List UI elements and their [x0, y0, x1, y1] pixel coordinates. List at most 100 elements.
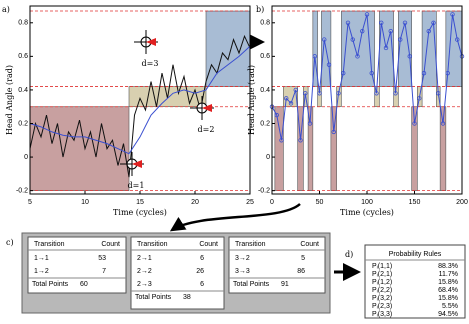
y-tick-label: 0.4	[260, 87, 270, 94]
data-point	[312, 54, 317, 59]
y-tick-label: 0.6	[18, 53, 28, 60]
rule-name: Pᵢ(2,2)	[372, 287, 392, 294]
table-total-label: Total Points	[135, 294, 172, 301]
table-header: Count	[300, 241, 319, 248]
table-total: 38	[183, 294, 191, 301]
rule-value: 5.5%	[442, 303, 458, 310]
rule-name: Pᵢ(1,2)	[372, 279, 392, 286]
y-tick-label: 0	[24, 154, 28, 161]
table	[27, 236, 127, 294]
y-tick-label: -0.2	[16, 187, 28, 194]
data-point	[293, 87, 298, 93]
rule-name: Pᵢ(2,1)	[372, 271, 392, 278]
table-total: 91	[281, 281, 289, 288]
data-point	[331, 129, 336, 135]
panel-label: d)	[345, 250, 353, 259]
state-region	[398, 10, 412, 87]
table-cell: 26	[196, 268, 204, 275]
state-region	[283, 86, 298, 108]
data-point	[412, 121, 417, 126]
y-tick-label: 0.4	[18, 87, 28, 94]
rules-box	[364, 244, 466, 319]
data-line	[271, 14, 463, 141]
state-region	[274, 106, 284, 191]
data-point	[383, 45, 389, 51]
annotation: d=2	[198, 125, 215, 134]
table-header: Transition	[34, 241, 65, 248]
x-axis-label: Time (cycles)	[340, 208, 394, 217]
x-axis-label: Time (cycles)	[113, 208, 167, 217]
data-point	[317, 91, 322, 96]
data-point	[431, 20, 436, 25]
data-point	[288, 101, 294, 106]
table-total: 60	[80, 281, 88, 288]
rules-title: Probability Rules	[389, 251, 442, 258]
data-line	[29, 45, 251, 155]
data-point	[374, 91, 379, 96]
table-total-label: Total Points	[233, 281, 270, 288]
data-point	[364, 12, 370, 17]
table	[228, 236, 326, 294]
rule-value: 94.5%	[438, 311, 458, 318]
table-cell: 3→3	[235, 268, 250, 275]
rule-name: Pᵢ(3,3)	[372, 311, 392, 318]
panel-label: c)	[6, 238, 14, 247]
data-point	[274, 112, 279, 118]
rule-value: 15.8%	[438, 295, 458, 302]
head-icon	[132, 160, 142, 168]
data-point	[360, 28, 365, 34]
y-tick-label: 0	[266, 154, 270, 161]
data-point	[279, 138, 284, 143]
state-region	[297, 106, 304, 191]
state-region	[341, 10, 375, 87]
data-point	[298, 138, 303, 143]
data-point	[445, 70, 450, 76]
head-icon	[202, 104, 212, 112]
rule-value: 11.7%	[439, 271, 458, 278]
data-point	[417, 96, 422, 101]
data-point	[407, 54, 412, 59]
data-point	[303, 91, 308, 96]
x-tick-label: 5	[28, 199, 32, 206]
data-point	[379, 20, 384, 25]
y-axis-label: Head Angle (rad)	[5, 65, 14, 135]
x-tick-label: 50	[316, 199, 324, 206]
table-cell: 5	[301, 255, 305, 262]
y-tick-label: 0.8	[18, 20, 28, 27]
table-header: Transition	[235, 241, 266, 248]
state-region	[205, 10, 251, 87]
data-point	[426, 28, 431, 34]
data-point	[341, 70, 346, 76]
state-region	[312, 10, 318, 87]
table-cell: 2→2	[137, 268, 152, 275]
y-tick-label: -0.2	[258, 187, 270, 194]
table-cell: 53	[98, 255, 106, 262]
table-cell: 2→3	[137, 281, 152, 288]
table-cell: 6	[200, 281, 204, 288]
x-tick-label: 10	[81, 199, 89, 206]
rule-name: Pᵢ(2,3)	[372, 303, 392, 310]
data-point	[284, 96, 289, 101]
y-tick-label: 0.8	[260, 20, 270, 27]
panel-label: b)	[256, 5, 264, 14]
rule-value: 15.8%	[438, 279, 458, 286]
table-total-label: Total Points	[32, 281, 69, 288]
x-tick-label: 150	[409, 199, 421, 206]
data-point	[336, 91, 341, 96]
data-point	[326, 62, 332, 67]
y-tick-label: 0.2	[18, 120, 28, 127]
table	[130, 236, 225, 310]
annotation: d=1	[128, 181, 145, 190]
x-tick-label: 20	[191, 199, 199, 206]
table-cell: 2→1	[137, 255, 152, 262]
x-tick-label: 25	[246, 199, 254, 206]
data-point	[450, 12, 455, 17]
table-cell: 1→1	[34, 255, 49, 262]
rule-name: Pᵢ(3,2)	[372, 295, 392, 302]
rule-name: Pᵢ(1,1)	[372, 263, 392, 270]
annotation: d=3	[142, 59, 159, 68]
data-point	[355, 54, 360, 59]
table-header: Transition	[137, 241, 168, 248]
data-point	[393, 91, 398, 96]
